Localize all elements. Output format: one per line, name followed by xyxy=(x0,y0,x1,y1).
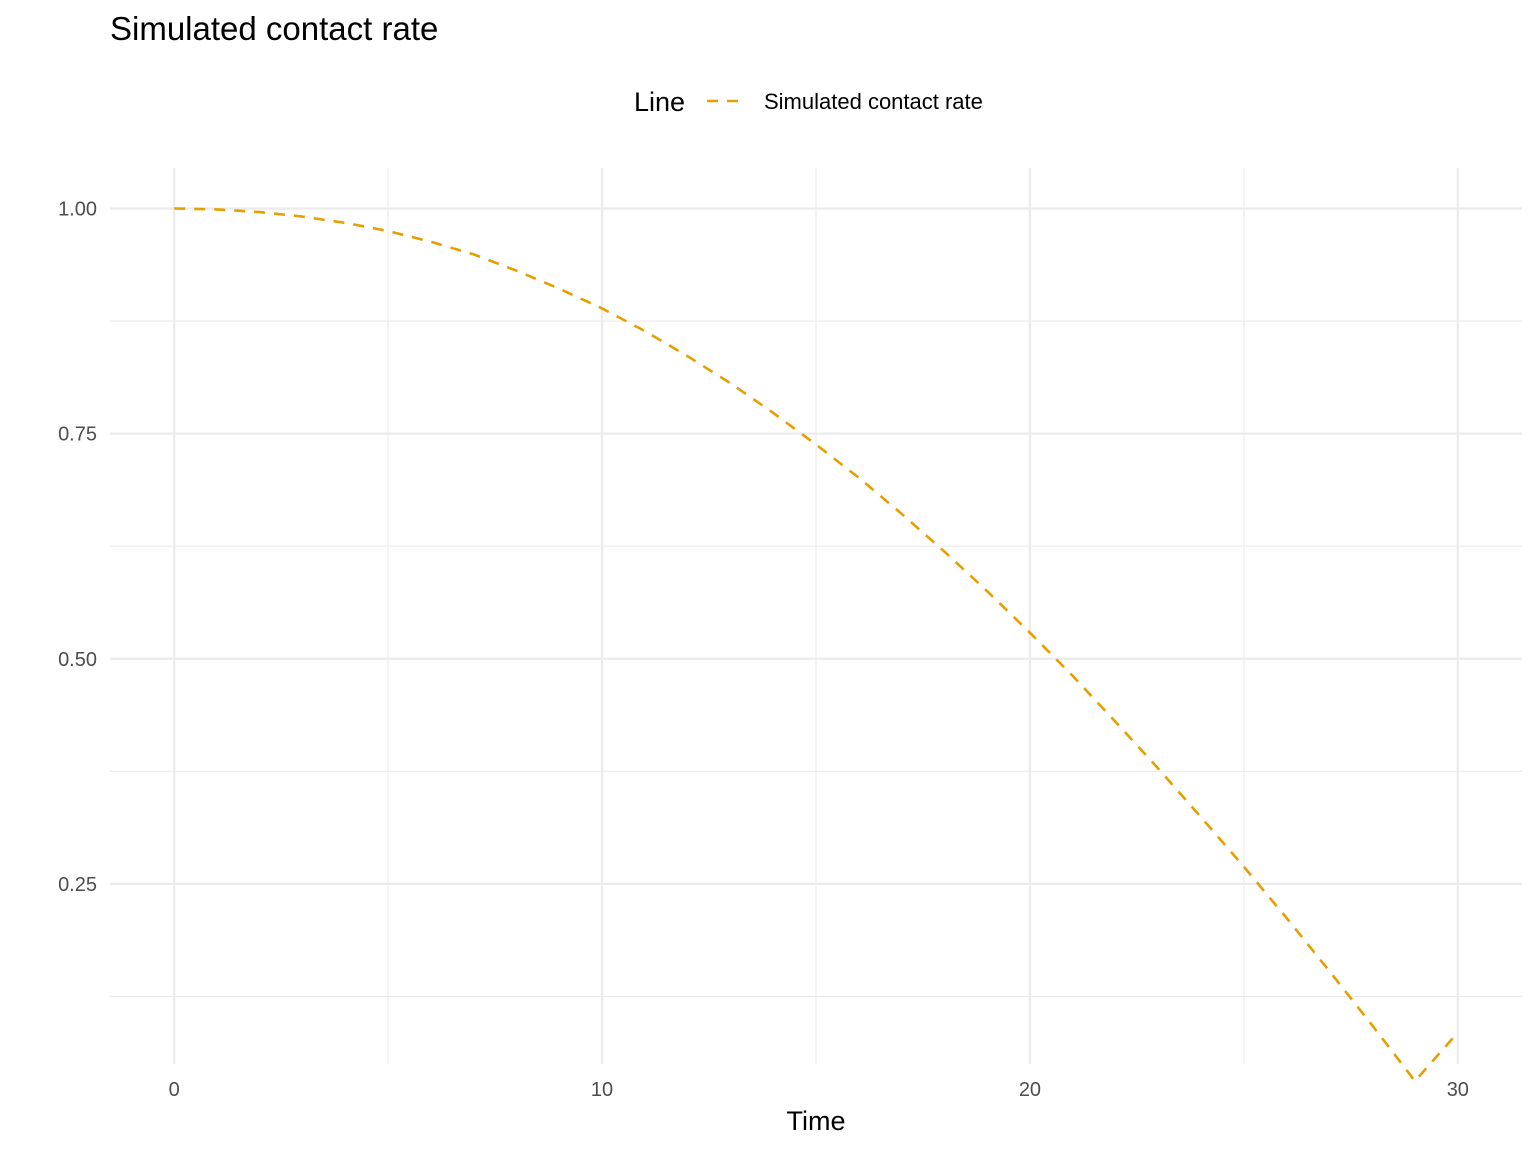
x-axis-tick-labels: 0 10 20 30 xyxy=(169,1079,1469,1101)
x-tick-label: 30 xyxy=(1447,1079,1469,1101)
x-tick-label: 0 xyxy=(169,1079,180,1101)
legend: Line Simulated contact rate xyxy=(634,87,983,117)
x-tick-label: 20 xyxy=(1019,1079,1041,1101)
major-gridlines xyxy=(110,168,1522,1064)
y-tick-label: 1.00 xyxy=(58,199,97,221)
x-tick-label: 10 xyxy=(591,1079,613,1101)
minor-gridlines xyxy=(110,168,1522,1064)
chart-title: Simulated contact rate xyxy=(110,10,438,47)
legend-label-simulated-contact-rate: Simulated contact rate xyxy=(764,89,983,114)
y-axis-tick-labels: 0.25 0.50 0.75 1.00 xyxy=(58,199,97,896)
x-axis-title: Time xyxy=(787,1106,846,1136)
y-tick-label: 0.25 xyxy=(58,874,97,896)
legend-title: Line xyxy=(634,87,685,117)
y-tick-label: 0.75 xyxy=(58,424,97,446)
y-tick-label: 0.50 xyxy=(58,649,97,671)
